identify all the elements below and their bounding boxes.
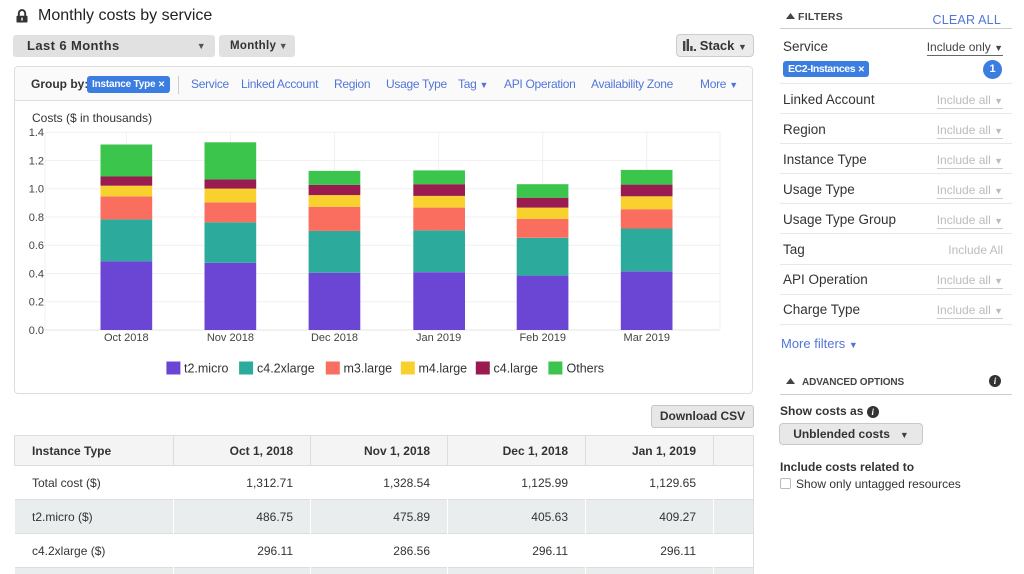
svg-text:Costs ($ in thousands): Costs ($ in thousands)	[32, 111, 152, 125]
svg-text:1.0: 1.0	[29, 184, 44, 196]
svg-text:m4.large: m4.large	[419, 362, 468, 376]
svg-text:0.8: 0.8	[29, 212, 44, 224]
svg-text:0.4: 0.4	[29, 269, 44, 281]
svg-text:Dec 2018: Dec 2018	[311, 332, 358, 344]
svg-text:Others: Others	[567, 362, 605, 376]
svg-text:Jan 2019: Jan 2019	[416, 332, 461, 344]
svg-text:c4.large: c4.large	[494, 362, 539, 376]
svg-text:Oct 2018: Oct 2018	[104, 332, 149, 344]
svg-text:0.2: 0.2	[29, 297, 44, 309]
svg-text:c4.2xlarge: c4.2xlarge	[257, 362, 315, 376]
svg-text:1.4: 1.4	[29, 127, 44, 139]
svg-text:0.6: 0.6	[29, 240, 44, 252]
svg-text:1.2: 1.2	[29, 155, 44, 167]
svg-text:m3.large: m3.large	[344, 362, 393, 376]
svg-text:t2.micro: t2.micro	[184, 362, 229, 376]
svg-text:0.0: 0.0	[29, 325, 44, 337]
svg-text:Nov 2018: Nov 2018	[207, 332, 254, 344]
svg-text:Mar 2019: Mar 2019	[624, 332, 670, 344]
svg-text:Feb 2019: Feb 2019	[519, 332, 565, 344]
